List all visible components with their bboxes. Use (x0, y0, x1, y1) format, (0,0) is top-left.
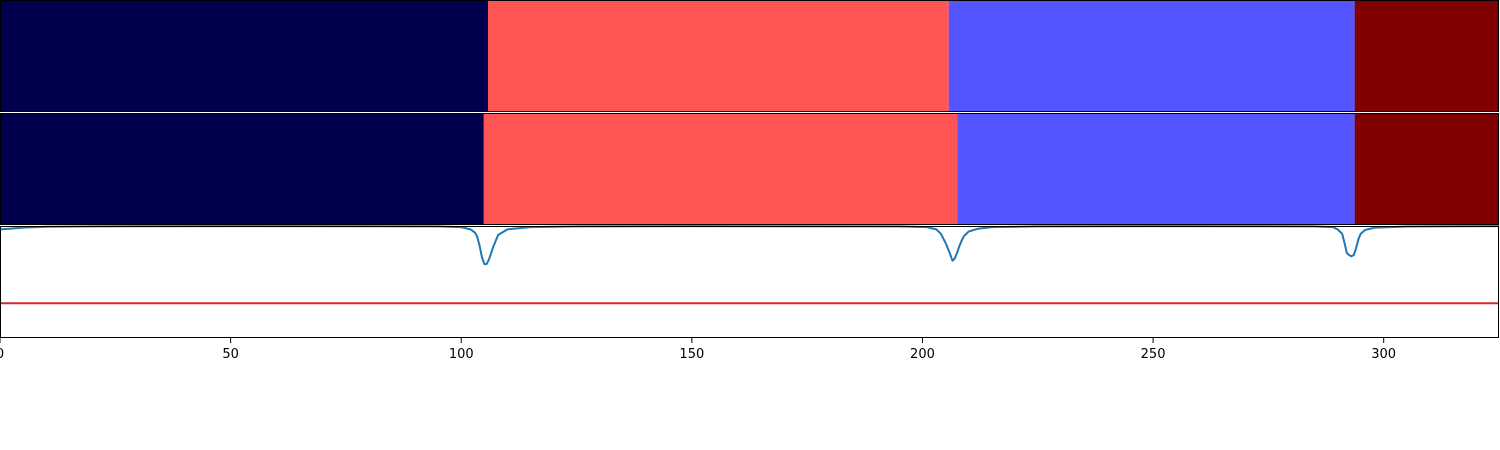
x-tick-label: 200 (910, 347, 935, 362)
x-tick-label: 100 (449, 347, 474, 362)
line-plot (0, 225, 1500, 338)
line-plot-frame (0, 226, 1499, 338)
segment-1 (0, 113, 484, 225)
bar-frame (0, 0, 1499, 112)
segment-3 (948, 0, 1355, 112)
segmentation-bar-top (0, 0, 1499, 112)
bar-frame (0, 113, 1499, 225)
segment-2 (487, 0, 949, 112)
segment-3 (957, 113, 1355, 225)
x-axis: 0 50 100 150 200 250 300 (0, 338, 1396, 362)
segmentation-bar-bottom (0, 113, 1499, 225)
x-tick-label: 0 (0, 347, 4, 362)
x-tick-label: 250 (1141, 347, 1166, 362)
series-line-1 (0, 225, 1500, 266)
segment-4 (1354, 113, 1499, 225)
segment-2 (483, 113, 958, 225)
segment-4 (1354, 0, 1499, 112)
x-tick-label: 150 (679, 347, 704, 362)
segment-1 (0, 0, 488, 112)
x-tick-label: 50 (222, 347, 239, 362)
x-tick-label: 300 (1371, 347, 1396, 362)
